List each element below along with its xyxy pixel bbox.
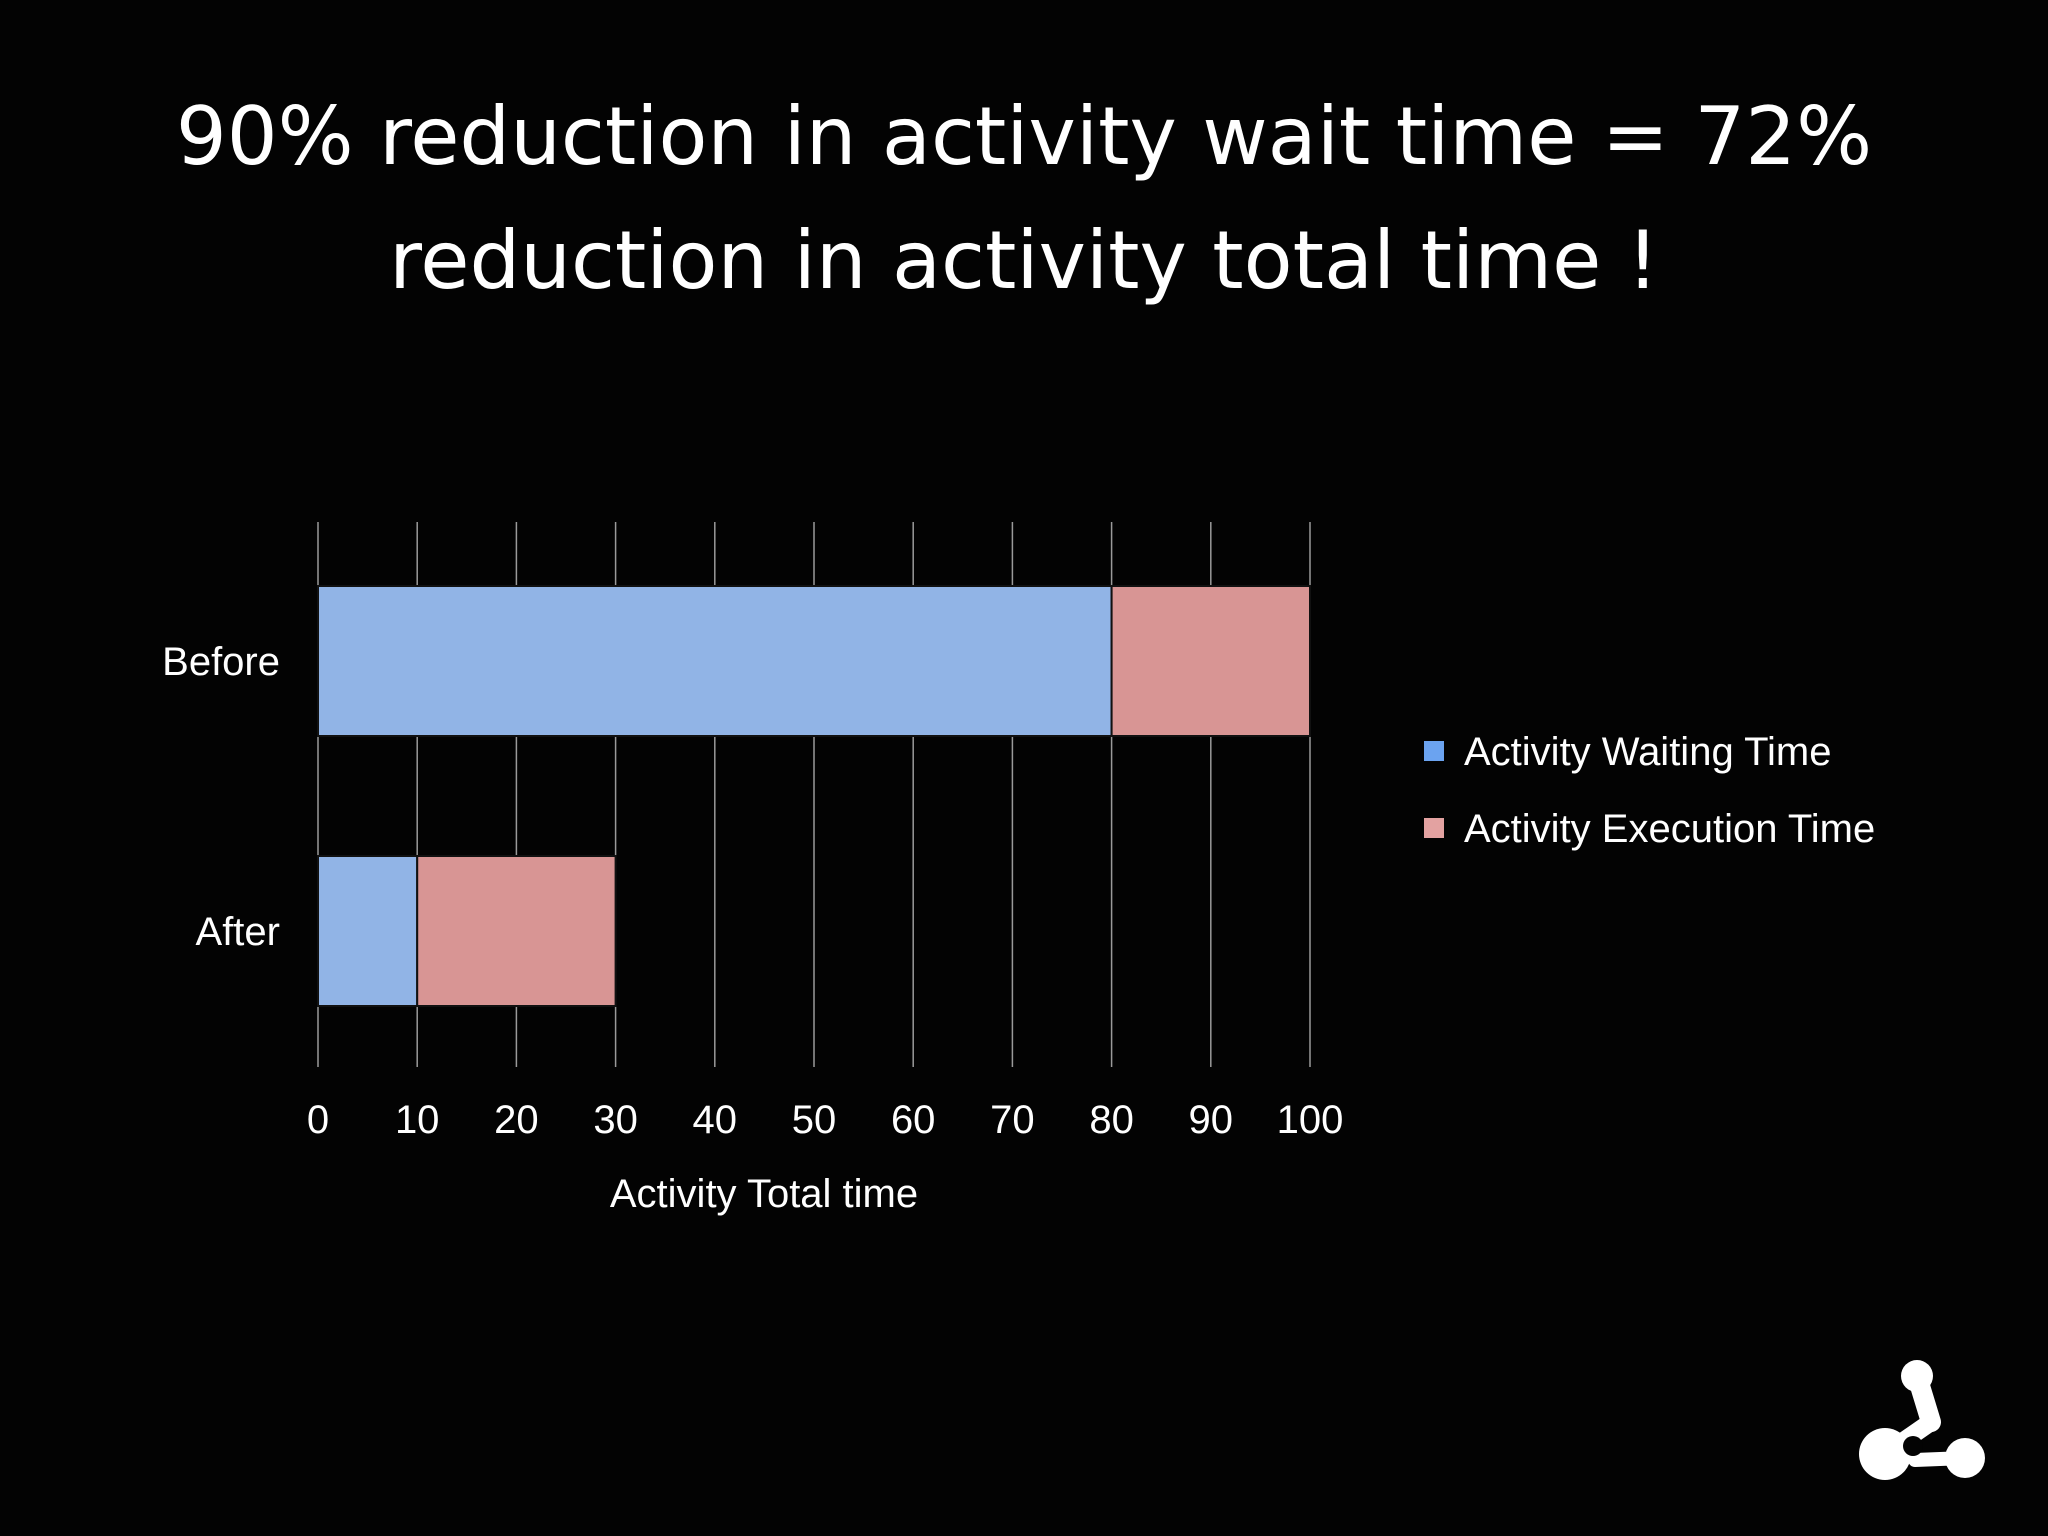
x-tick-label: 100: [1277, 1098, 1344, 1142]
x-tick-label: 70: [990, 1098, 1035, 1142]
category-labels: Before After: [162, 640, 280, 954]
bars: [317, 585, 1311, 1007]
slide-title-line-1: 90% reduction in activity wait time = 72…: [175, 90, 1873, 183]
legend: Activity Waiting Time Activity Execution …: [1424, 730, 1875, 851]
x-tick-label: 0: [307, 1098, 329, 1142]
x-tick-label: 60: [891, 1098, 936, 1142]
x-tick-labels: 0 10 20 30 40 50 60 70 80 90 100: [307, 1098, 1344, 1142]
category-label-before: Before: [162, 640, 280, 684]
x-tick-label: 50: [792, 1098, 837, 1142]
x-axis-title: Activity Total time: [610, 1172, 918, 1216]
bar-after-waiting: [317, 855, 419, 1007]
legend-label-waiting: Activity Waiting Time: [1464, 730, 1831, 774]
x-tick-label: 30: [593, 1098, 638, 1142]
bar-before-waiting: [317, 585, 1113, 737]
x-tick-label: 10: [395, 1098, 440, 1142]
legend-swatch-execution: [1424, 818, 1444, 838]
bar-after-execution: [416, 855, 617, 1007]
x-tick-label: 40: [693, 1098, 738, 1142]
x-tick-label: 20: [494, 1098, 539, 1142]
category-label-after: After: [196, 910, 280, 954]
bar-before-execution: [1110, 585, 1311, 737]
molecule-logo-icon: [1859, 1360, 1985, 1480]
stacked-bar-chart: Before After 0 10 20 30 40 50 60 70 80 90 100 Activ…: [162, 522, 1875, 1216]
legend-label-execution: Activity Execution Time: [1464, 807, 1875, 851]
x-tick-label: 90: [1189, 1098, 1234, 1142]
legend-swatch-waiting: [1424, 741, 1444, 761]
x-tick-label: 80: [1089, 1098, 1134, 1142]
slide-title-line-2: reduction in activity total time !: [389, 214, 1659, 307]
slide-title: 90% reduction in activity wait time = 72…: [0, 75, 2048, 323]
